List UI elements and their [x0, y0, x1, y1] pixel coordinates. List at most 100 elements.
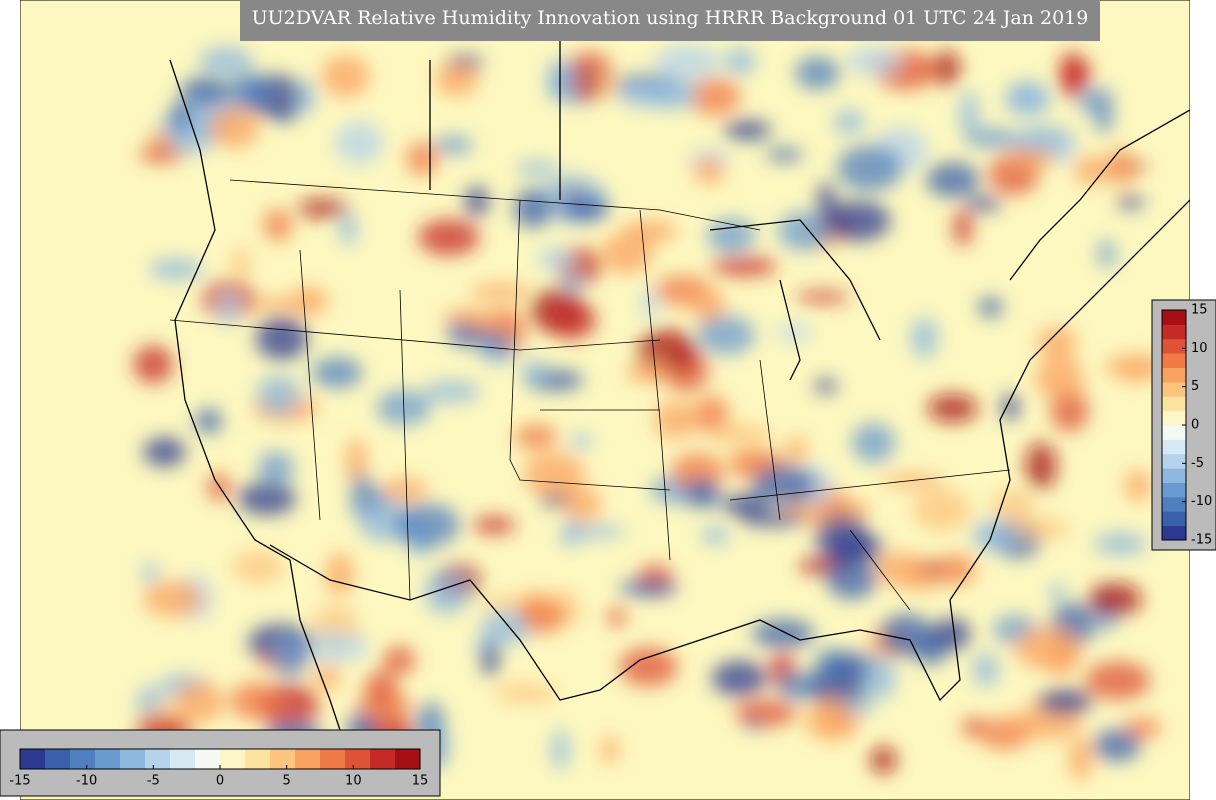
innovation-blob	[724, 47, 757, 76]
colorbar-vertical: -15 -10 -5 0 5 10 15	[1161, 303, 1212, 548]
innovation-blob	[607, 606, 627, 628]
innovation-blob	[619, 647, 678, 687]
innovation-blob	[1054, 143, 1071, 164]
innovation-blob	[515, 160, 559, 177]
innovation-blob	[418, 219, 480, 256]
innovation-blob	[912, 488, 971, 532]
innovation-blob	[345, 437, 367, 482]
colorbar-segment	[245, 749, 271, 769]
innovation-blob	[256, 374, 301, 416]
colorbar-tick-label: 0	[216, 774, 224, 789]
colorbar-tick-label: 5	[283, 774, 291, 789]
innovation-blob	[559, 520, 583, 548]
colorbar-segment	[1162, 310, 1186, 325]
innovation-blob	[547, 301, 597, 340]
innovation-blob	[1001, 393, 1020, 421]
colorbar-tick-label: -15	[9, 774, 30, 789]
innovation-blob	[1014, 626, 1081, 670]
innovation-blob	[296, 199, 350, 218]
innovation-blob	[693, 156, 725, 185]
innovation-blob	[711, 660, 767, 697]
colorbar-segment	[220, 749, 246, 769]
colorbar-segment	[1162, 410, 1186, 426]
innovation-blob	[841, 700, 876, 715]
innovation-blob	[174, 681, 225, 724]
innovation-blob	[229, 682, 279, 720]
innovation-blob	[536, 246, 575, 271]
innovation-blob	[711, 256, 778, 277]
innovation-blob	[257, 451, 295, 486]
colorbar-segment	[1162, 525, 1186, 541]
colorbar-segment	[270, 749, 296, 769]
innovation-blob	[1037, 689, 1093, 715]
innovation-blob	[560, 194, 610, 222]
colorbar-segment	[1162, 324, 1186, 340]
title-box	[240, 0, 1100, 41]
innovation-blob	[846, 46, 902, 76]
innovation-blob	[133, 345, 174, 384]
colorbar-segment	[1162, 353, 1186, 368]
innovation-field	[133, 44, 1172, 781]
innovation-blob	[450, 323, 467, 344]
innovation-blob	[232, 550, 284, 584]
innovation-blob	[991, 489, 1035, 520]
coastlines	[169, 0, 1190, 761]
innovation-blob	[381, 478, 428, 502]
innovation-blob	[978, 297, 1003, 318]
colorbar-segment	[1162, 367, 1186, 383]
innovation-blob	[972, 652, 999, 687]
innovation-blob	[692, 286, 726, 326]
colorbar-segment	[1162, 511, 1186, 527]
colorbar-tick-label: 10	[345, 774, 362, 789]
innovation-blob	[562, 487, 602, 522]
innovation-blob	[273, 634, 309, 679]
innovation-blob	[1124, 364, 1146, 383]
innovation-blob	[795, 56, 841, 90]
colorbar-segment	[1162, 496, 1186, 512]
innovation-blob	[393, 503, 460, 547]
innovation-blob	[814, 378, 837, 394]
innovation-blob	[654, 44, 721, 81]
innovation-blob	[139, 145, 183, 164]
innovation-blob	[910, 317, 939, 359]
innovation-blob	[851, 422, 896, 463]
colorbar-tick-label: 15	[412, 774, 429, 789]
innovation-blob	[198, 46, 254, 76]
innovation-blob	[880, 613, 933, 657]
innovation-blob	[618, 579, 678, 597]
colorbar-segment	[1162, 425, 1186, 440]
innovation-blob	[1005, 80, 1048, 112]
innovation-blob	[615, 79, 683, 108]
innovation-blob	[469, 283, 532, 300]
colorbar-segment	[195, 749, 221, 769]
innovation-blob	[654, 400, 697, 440]
colorbar-tick-label: 10	[1191, 341, 1208, 356]
innovation-blob	[443, 308, 502, 327]
innovation-blob	[546, 57, 576, 104]
innovation-blob	[481, 332, 509, 355]
innovation-blob	[514, 423, 558, 450]
innovation-blob	[953, 209, 973, 247]
innovation-blob	[551, 729, 570, 771]
innovation-blob	[1097, 239, 1116, 269]
innovation-blob	[826, 558, 877, 600]
innovation-blob	[925, 162, 980, 198]
innovation-blob	[1025, 442, 1057, 490]
colorbar-tick-label: 15	[1191, 303, 1208, 318]
innovation-blob	[523, 359, 548, 386]
innovation-blob	[597, 69, 618, 99]
innovation-blob	[965, 196, 1002, 211]
innovation-blob	[1088, 582, 1142, 617]
innovation-blob	[472, 516, 516, 535]
innovation-blob	[1068, 736, 1093, 781]
colorbar-segment	[1162, 482, 1186, 498]
innovation-blob	[180, 76, 230, 106]
innovation-blob	[927, 393, 978, 423]
colorbar-segment	[395, 749, 421, 769]
innovation-blob	[523, 453, 586, 496]
colorbar-segment	[120, 749, 146, 769]
innovation-blob	[464, 186, 489, 217]
colorbar-segment	[95, 749, 121, 769]
colorbar-tick-label: -5	[147, 774, 160, 789]
colorbar-tick-label: 5	[1191, 379, 1199, 394]
